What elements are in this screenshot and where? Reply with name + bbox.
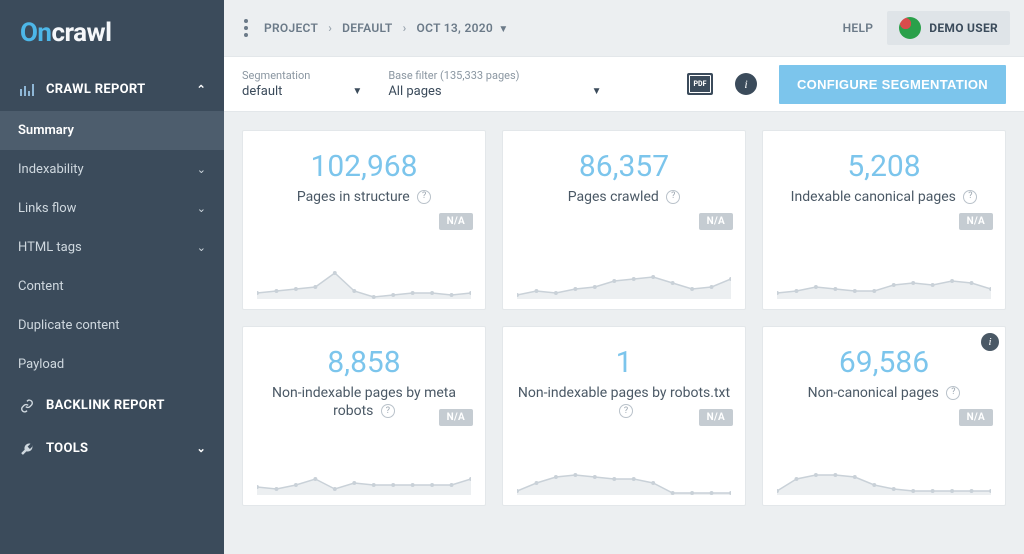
segmentation-filter[interactable]: Segmentation default ▼ xyxy=(242,69,362,99)
caret-down-icon: ▼ xyxy=(592,86,602,97)
chevron-down-icon: ⌄ xyxy=(197,163,206,176)
sidebar-item-label: Indexability xyxy=(18,162,84,177)
kebab-icon[interactable] xyxy=(238,19,254,37)
card-label: Indexable canonical pages ? xyxy=(791,188,978,206)
cards-grid: 102,968 Pages in structure ? N/A 86,357 Page… xyxy=(224,112,1024,524)
sidebar-item-content[interactable]: Content xyxy=(0,267,224,306)
help-icon[interactable]: ? xyxy=(619,404,633,418)
card-value: 1 xyxy=(616,345,633,380)
chevron-down-icon: ⌄ xyxy=(196,442,206,455)
help-icon[interactable]: ? xyxy=(381,404,395,418)
sidebar-item-html-tags[interactable]: HTML tags ⌄ xyxy=(0,228,224,267)
bars-icon xyxy=(18,84,36,96)
sparkline xyxy=(517,449,731,495)
sidebar-item-label: HTML tags xyxy=(18,240,82,255)
card-value: 69,586 xyxy=(839,345,929,380)
logo[interactable]: Oncrawl xyxy=(0,0,224,68)
breadcrumb-default[interactable]: DEFAULT xyxy=(342,21,392,35)
info-icon[interactable]: i xyxy=(735,73,757,95)
sparkline xyxy=(257,253,471,299)
wrench-icon xyxy=(18,442,36,456)
chevron-right-icon: › xyxy=(403,21,407,35)
sidebar-item-indexability[interactable]: Indexability ⌄ xyxy=(0,150,224,189)
sidebar: Oncrawl CRAWL REPORT ⌃ Summary Indexabili… xyxy=(0,0,224,554)
metric-card[interactable]: i 69,586 Non-canonical pages ? N/A xyxy=(762,326,1006,506)
filterbar: Segmentation default ▼ Base filter (135,3… xyxy=(224,56,1024,112)
nav-section-label: TOOLS xyxy=(46,441,88,456)
chevron-up-icon: ⌃ xyxy=(196,83,206,96)
sidebar-item-label: Summary xyxy=(18,123,74,138)
link-icon xyxy=(18,399,36,413)
na-badge: N/A xyxy=(699,409,733,426)
breadcrumb: PROJECT › DEFAULT › OCT 13, 2020 ▼ xyxy=(238,19,509,37)
sidebar-item-label: Duplicate content xyxy=(18,318,120,333)
info-icon[interactable]: i xyxy=(981,333,999,351)
caret-down-icon: ▼ xyxy=(352,86,362,97)
sidebar-item-summary[interactable]: Summary xyxy=(0,111,224,150)
filter-value: default xyxy=(242,84,282,99)
sidebar-item-links-flow[interactable]: Links flow ⌄ xyxy=(0,189,224,228)
nav-section-crawl-report[interactable]: CRAWL REPORT ⌃ xyxy=(0,68,224,111)
sparkline xyxy=(777,253,991,299)
metric-card[interactable]: 102,968 Pages in structure ? N/A xyxy=(242,130,486,310)
metric-card[interactable]: 86,357 Pages crawled ? N/A xyxy=(502,130,746,310)
sparkline xyxy=(257,449,471,495)
card-value: 5,208 xyxy=(847,149,920,184)
pdf-icon[interactable]: PDF xyxy=(687,73,713,95)
help-icon[interactable]: ? xyxy=(946,386,960,400)
sidebar-item-label: Payload xyxy=(18,357,64,372)
help-icon[interactable]: ? xyxy=(963,190,977,204)
na-badge: N/A xyxy=(699,213,733,230)
nav-section-backlink-report[interactable]: BACKLINK REPORT xyxy=(0,384,224,427)
caret-down-icon: ▼ xyxy=(498,24,508,35)
user-chip[interactable]: DEMO USER xyxy=(887,11,1010,45)
avatar xyxy=(899,17,921,39)
user-name: DEMO USER xyxy=(929,21,998,35)
sparkline xyxy=(517,253,731,299)
help-icon[interactable]: ? xyxy=(417,190,431,204)
chevron-down-icon: ⌄ xyxy=(197,202,206,215)
logo-part1: On xyxy=(20,18,52,48)
filter-value: All pages xyxy=(388,84,441,99)
card-label: Non-canonical pages ? xyxy=(808,384,961,402)
na-badge: N/A xyxy=(959,409,993,426)
sidebar-item-label: Links flow xyxy=(18,201,76,216)
na-badge: N/A xyxy=(439,213,473,230)
topbar: PROJECT › DEFAULT › OCT 13, 2020 ▼ HELP … xyxy=(224,0,1024,56)
filter-label: Segmentation xyxy=(242,69,362,82)
na-badge: N/A xyxy=(439,409,473,426)
sparkline xyxy=(777,449,991,495)
nav-section-label: BACKLINK REPORT xyxy=(46,398,165,413)
na-badge: N/A xyxy=(959,213,993,230)
configure-segmentation-button[interactable]: CONFIGURE SEGMENTATION xyxy=(779,65,1006,104)
chevron-down-icon: ⌄ xyxy=(197,241,206,254)
sidebar-item-payload[interactable]: Payload xyxy=(0,345,224,384)
breadcrumb-date[interactable]: OCT 13, 2020 ▼ xyxy=(417,21,509,35)
main: PROJECT › DEFAULT › OCT 13, 2020 ▼ HELP … xyxy=(224,0,1024,554)
sidebar-item-label: Content xyxy=(18,279,64,294)
breadcrumb-project[interactable]: PROJECT xyxy=(264,21,318,35)
nav-section-tools[interactable]: TOOLS ⌄ xyxy=(0,427,224,470)
logo-part2: crawl xyxy=(52,18,112,48)
card-value: 8,858 xyxy=(327,345,400,380)
card-value: 102,968 xyxy=(310,149,417,184)
filter-label: Base filter (135,333 pages) xyxy=(388,69,601,82)
metric-card[interactable]: 8,858Non-indexable pages by meta robots … xyxy=(242,326,486,506)
card-label: Pages crawled ? xyxy=(568,188,681,206)
nav-section-label: CRAWL REPORT xyxy=(46,82,146,97)
help-link[interactable]: HELP xyxy=(843,21,874,35)
metric-card[interactable]: 5,208 Indexable canonical pages ? N/A xyxy=(762,130,1006,310)
sidebar-item-duplicate-content[interactable]: Duplicate content xyxy=(0,306,224,345)
chevron-right-icon: › xyxy=(328,21,332,35)
metric-card[interactable]: 1Non-indexable pages by robots.txt ?N/A xyxy=(502,326,746,506)
basefilter-filter[interactable]: Base filter (135,333 pages) All pages ▼ xyxy=(388,69,601,99)
help-icon[interactable]: ? xyxy=(666,190,680,204)
card-value: 86,357 xyxy=(579,149,669,184)
card-label: Pages in structure ? xyxy=(297,188,431,206)
